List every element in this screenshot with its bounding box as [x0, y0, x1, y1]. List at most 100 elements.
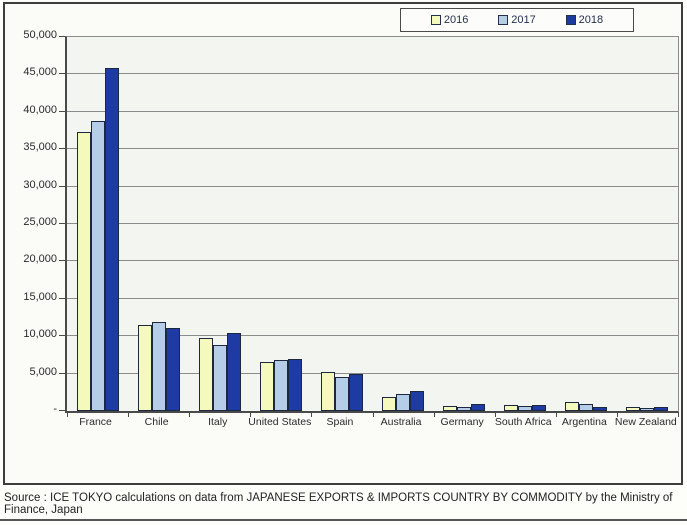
y-axis-tick — [59, 110, 65, 112]
y-axis-tick-label: 50,000 — [23, 29, 57, 41]
bar — [287, 358, 302, 411]
y-axis-tick — [59, 148, 65, 150]
y-axis-tick — [59, 297, 65, 299]
bar — [104, 67, 119, 411]
x-axis-category-label: Chile — [144, 416, 169, 428]
bar — [626, 407, 641, 411]
bar — [259, 361, 274, 411]
bar-group — [250, 37, 311, 411]
bar — [504, 405, 519, 411]
bar — [443, 405, 458, 411]
y-axis-tick — [59, 73, 65, 75]
x-axis-tick — [311, 412, 313, 417]
bar — [137, 324, 152, 411]
x-axis-category-label: Germany — [440, 416, 484, 428]
bar-group — [67, 37, 128, 411]
y-axis-tick-label: 35,000 — [23, 141, 57, 154]
y-axis-tick — [59, 223, 65, 224]
bottom-rule — [0, 519, 687, 521]
x-axis-tick — [494, 412, 496, 417]
x-axis-category-label: Australia — [380, 416, 422, 428]
source-note: Source : ICE TOKYO calculations on data … — [4, 492, 673, 516]
y-axis-tick-label: 45,000 — [23, 66, 57, 79]
gridline — [67, 223, 678, 224]
bar — [320, 372, 335, 411]
y-axis-tick-label: 30,000 — [23, 178, 57, 191]
legend: 2016 2017 2018 — [400, 8, 634, 32]
bar-group — [495, 37, 556, 411]
legend-swatch-icon — [430, 15, 441, 25]
bar-group — [128, 37, 189, 411]
x-axis-category-label: South Africa — [494, 416, 552, 428]
y-axis-tick — [59, 372, 65, 374]
bar-group — [434, 37, 495, 411]
legend-swatch-icon — [498, 15, 509, 25]
x-axis-category-label: Argentina — [561, 416, 607, 428]
x-axis-category-label: France — [79, 416, 112, 428]
bar — [165, 327, 180, 411]
x-axis-category-label: United States — [248, 416, 312, 428]
y-axis-tick-label: 25,000 — [23, 216, 57, 228]
bar — [382, 396, 397, 411]
x-axis-tick — [555, 412, 557, 417]
bar — [565, 402, 580, 411]
x-axis-tick — [250, 412, 252, 417]
x-axis-tick — [128, 412, 130, 417]
gridline — [67, 185, 678, 187]
bar — [532, 405, 547, 411]
bar — [212, 345, 227, 411]
bar-group — [189, 37, 250, 411]
x-axis-tick — [433, 412, 435, 417]
x-axis-category-label: New Zealand — [614, 416, 677, 428]
bar — [640, 408, 655, 411]
plot-area — [59, 36, 679, 417]
y-axis-labels: - 5,000 10,000 15,000 20,000 25,000 30,000 35,0… — [5, 29, 57, 415]
bar — [151, 322, 166, 411]
x-axis-category-label: Spain — [326, 416, 354, 428]
y-axis-tick-label: 10,000 — [23, 328, 57, 341]
y-axis-tick — [59, 185, 65, 187]
bar — [273, 360, 288, 411]
gridline — [67, 73, 678, 75]
legend-entry: 2017 — [498, 14, 536, 26]
gridline — [67, 372, 678, 374]
legend-label: 2016 — [443, 14, 469, 26]
bar-group — [311, 37, 372, 411]
y-axis-tick-label: 40,000 — [23, 103, 57, 116]
x-axis-tick — [372, 412, 374, 417]
x-axis-tick — [678, 412, 679, 417]
x-axis-tick — [616, 412, 618, 417]
legend-label: 2017 — [511, 14, 536, 26]
bar-group — [373, 37, 434, 411]
bar — [334, 376, 349, 411]
gridline — [67, 297, 678, 299]
legend-label: 2018 — [578, 14, 604, 26]
legend-swatch-icon — [565, 15, 576, 25]
bar — [198, 338, 213, 411]
bar — [348, 374, 363, 411]
bar — [471, 404, 486, 411]
gridline — [67, 260, 678, 262]
bar — [457, 407, 472, 411]
bar — [410, 390, 425, 411]
bar — [90, 120, 105, 411]
bar — [579, 404, 594, 411]
x-axis-category-label: Italy — [208, 416, 228, 428]
y-axis-tick — [59, 410, 65, 411]
bar — [396, 393, 411, 411]
x-axis-tick — [189, 412, 191, 417]
y-axis-tick — [59, 335, 65, 337]
x-axis-tick — [67, 412, 68, 417]
bar-group — [617, 37, 678, 411]
legend-entry: 2018 — [565, 14, 604, 26]
y-axis-tick-label: 5,000 — [29, 365, 57, 378]
y-axis-tick — [59, 36, 65, 37]
y-axis-tick-label: 15,000 — [23, 290, 57, 303]
bar — [593, 406, 608, 411]
gridline — [67, 148, 678, 150]
bar — [518, 406, 533, 411]
y-axis-tick-label: 20,000 — [23, 253, 57, 266]
legend-entry: 2016 — [430, 14, 469, 26]
gridline — [67, 110, 678, 112]
